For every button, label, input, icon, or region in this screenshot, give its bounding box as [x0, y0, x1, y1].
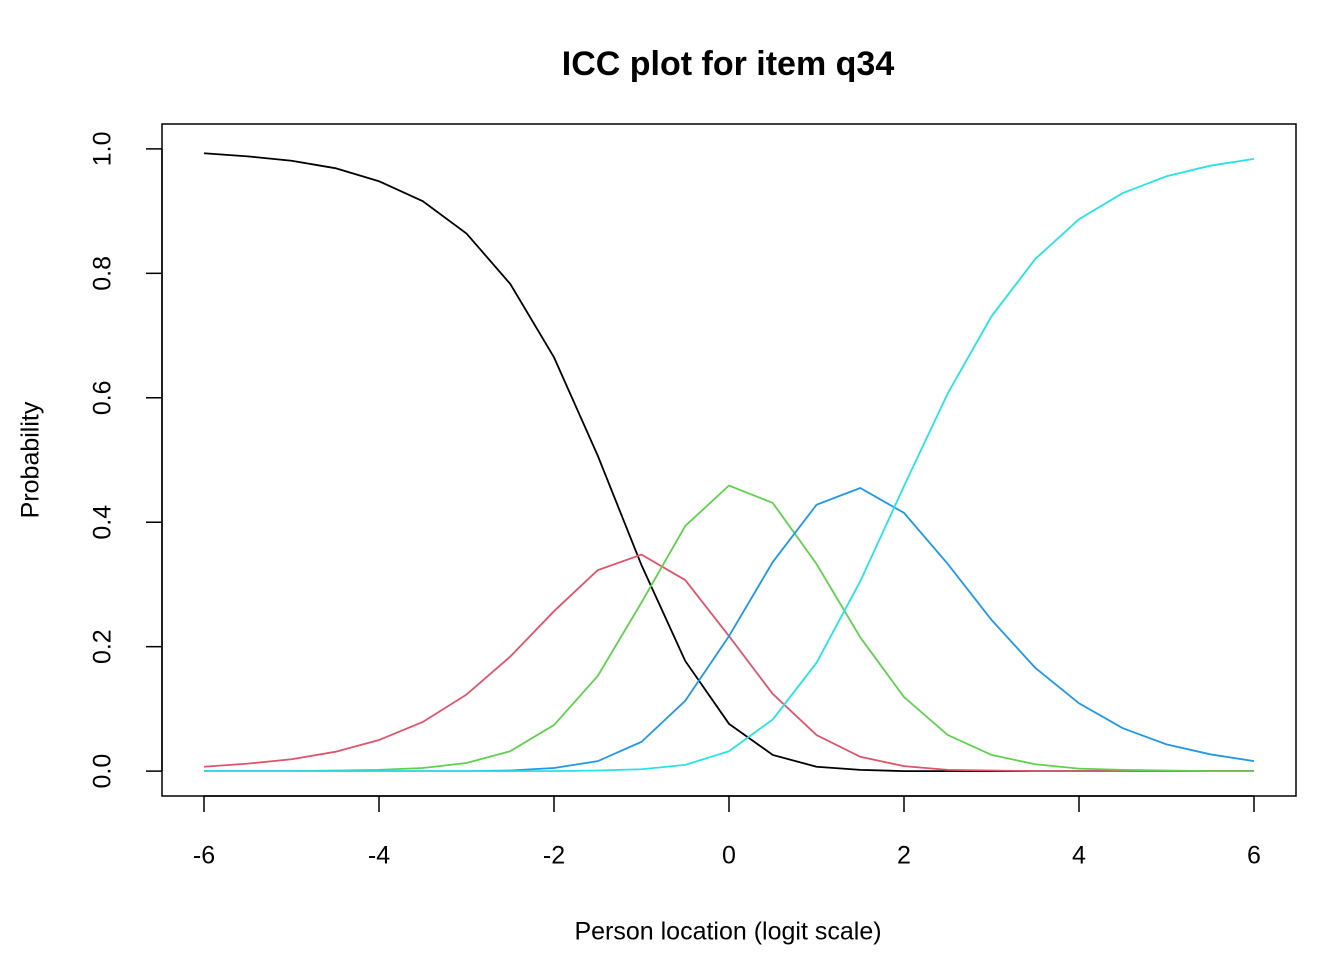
x-tick-label: -4	[368, 842, 390, 870]
x-tick-label: -2	[543, 842, 565, 870]
series-line	[203, 152, 1254, 773]
x-tick-label: 0	[722, 842, 736, 870]
y-tick-label: 0.6	[89, 380, 117, 415]
series-line	[204, 484, 1254, 773]
series-line	[203, 553, 1254, 773]
y-axis-label: Probability	[17, 401, 45, 518]
x-tick-label: -6	[193, 842, 215, 870]
series-line	[204, 157, 1255, 773]
plot-frame	[161, 123, 1297, 797]
y-tick-label: 0.4	[89, 505, 117, 540]
y-tick-label: 0.0	[89, 754, 117, 789]
x-tick-label: 6	[1247, 842, 1261, 870]
series-line	[204, 487, 1255, 773]
x-tick-label: 4	[1072, 842, 1086, 870]
y-tick-label: 0.2	[89, 629, 117, 664]
y-tick-label: 1.0	[89, 132, 117, 167]
chart-title: ICC plot for item q34	[562, 45, 895, 83]
y-tick-label: 0.8	[89, 256, 117, 291]
x-axis-label: Person location (logit scale)	[574, 918, 881, 946]
x-tick-label: 2	[897, 842, 911, 870]
